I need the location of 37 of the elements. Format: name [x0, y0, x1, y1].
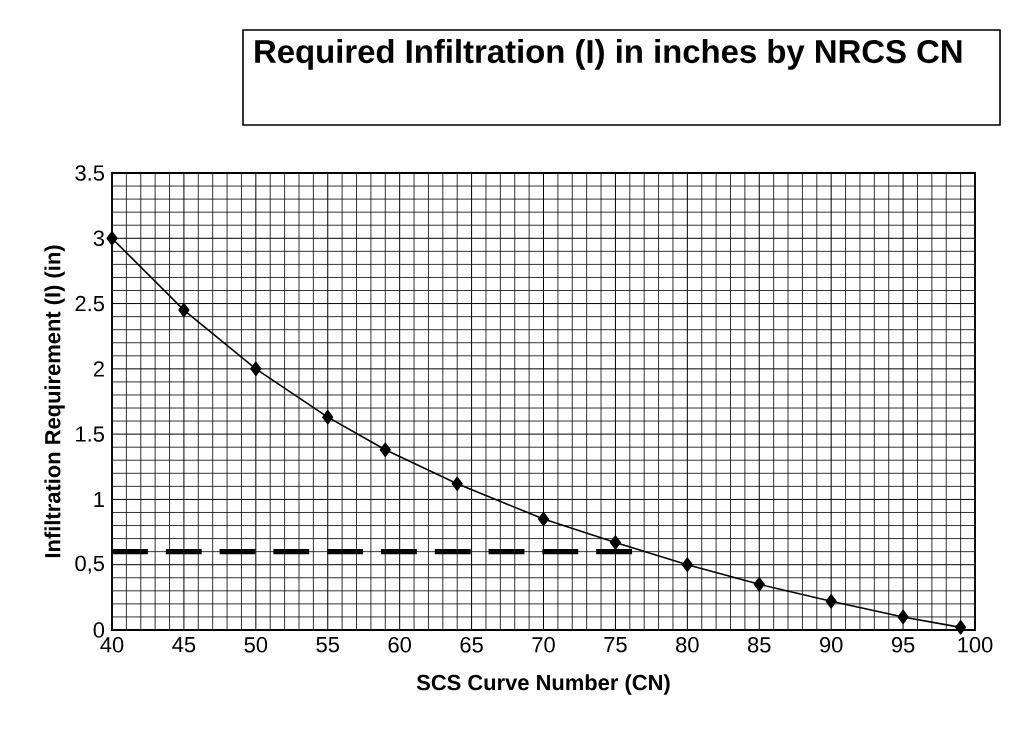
- point: [955, 620, 967, 635]
- y-tick-label: 1: [94, 491, 104, 507]
- x-tick-label: 85: [748, 637, 771, 653]
- point: [753, 577, 765, 592]
- x-tick-label: 100: [958, 637, 993, 653]
- x-tick-label: 90: [820, 637, 843, 653]
- x-tick-label: 45: [172, 637, 196, 653]
- y-tick-label: 0,5: [75, 555, 105, 574]
- point: [322, 409, 334, 425]
- y-axis-title: Infiltration Requirement (I) (in): [44, 245, 65, 558]
- x-tick-label: 65: [460, 637, 483, 653]
- point: [681, 557, 693, 572]
- y-tick-label: 3: [93, 230, 104, 247]
- x-tick-label: 70: [532, 637, 555, 653]
- x-tick-label: 95: [891, 637, 915, 653]
- x-tick-label: 40: [100, 637, 124, 653]
- x-tick-label: 55: [316, 637, 339, 653]
- point: [106, 231, 118, 246]
- y-tick-label: 2.5: [75, 295, 105, 312]
- x-tick-label: 50: [244, 637, 268, 653]
- point: [250, 361, 262, 377]
- x-tick-label: 80: [676, 637, 699, 653]
- point: [451, 476, 463, 491]
- y-tick-label: 0: [93, 622, 105, 638]
- x-axis-title: SCS Curve Number (CN): [416, 674, 670, 695]
- y-tick-label: 3.5: [75, 165, 105, 181]
- chart-title: Required Infiltration (I) in inches by NRCS CN: [255, 39, 962, 70]
- point: [379, 442, 391, 457]
- x-tick-label: 75: [604, 637, 627, 653]
- point: [897, 609, 909, 625]
- y-tick-label: 1.5: [76, 426, 105, 442]
- point: [178, 302, 190, 318]
- x-tick-label: 60: [388, 637, 411, 653]
- point: [825, 594, 837, 609]
- y-tick-label: 2: [93, 361, 104, 377]
- point: [537, 511, 550, 527]
- point: [609, 535, 621, 550]
